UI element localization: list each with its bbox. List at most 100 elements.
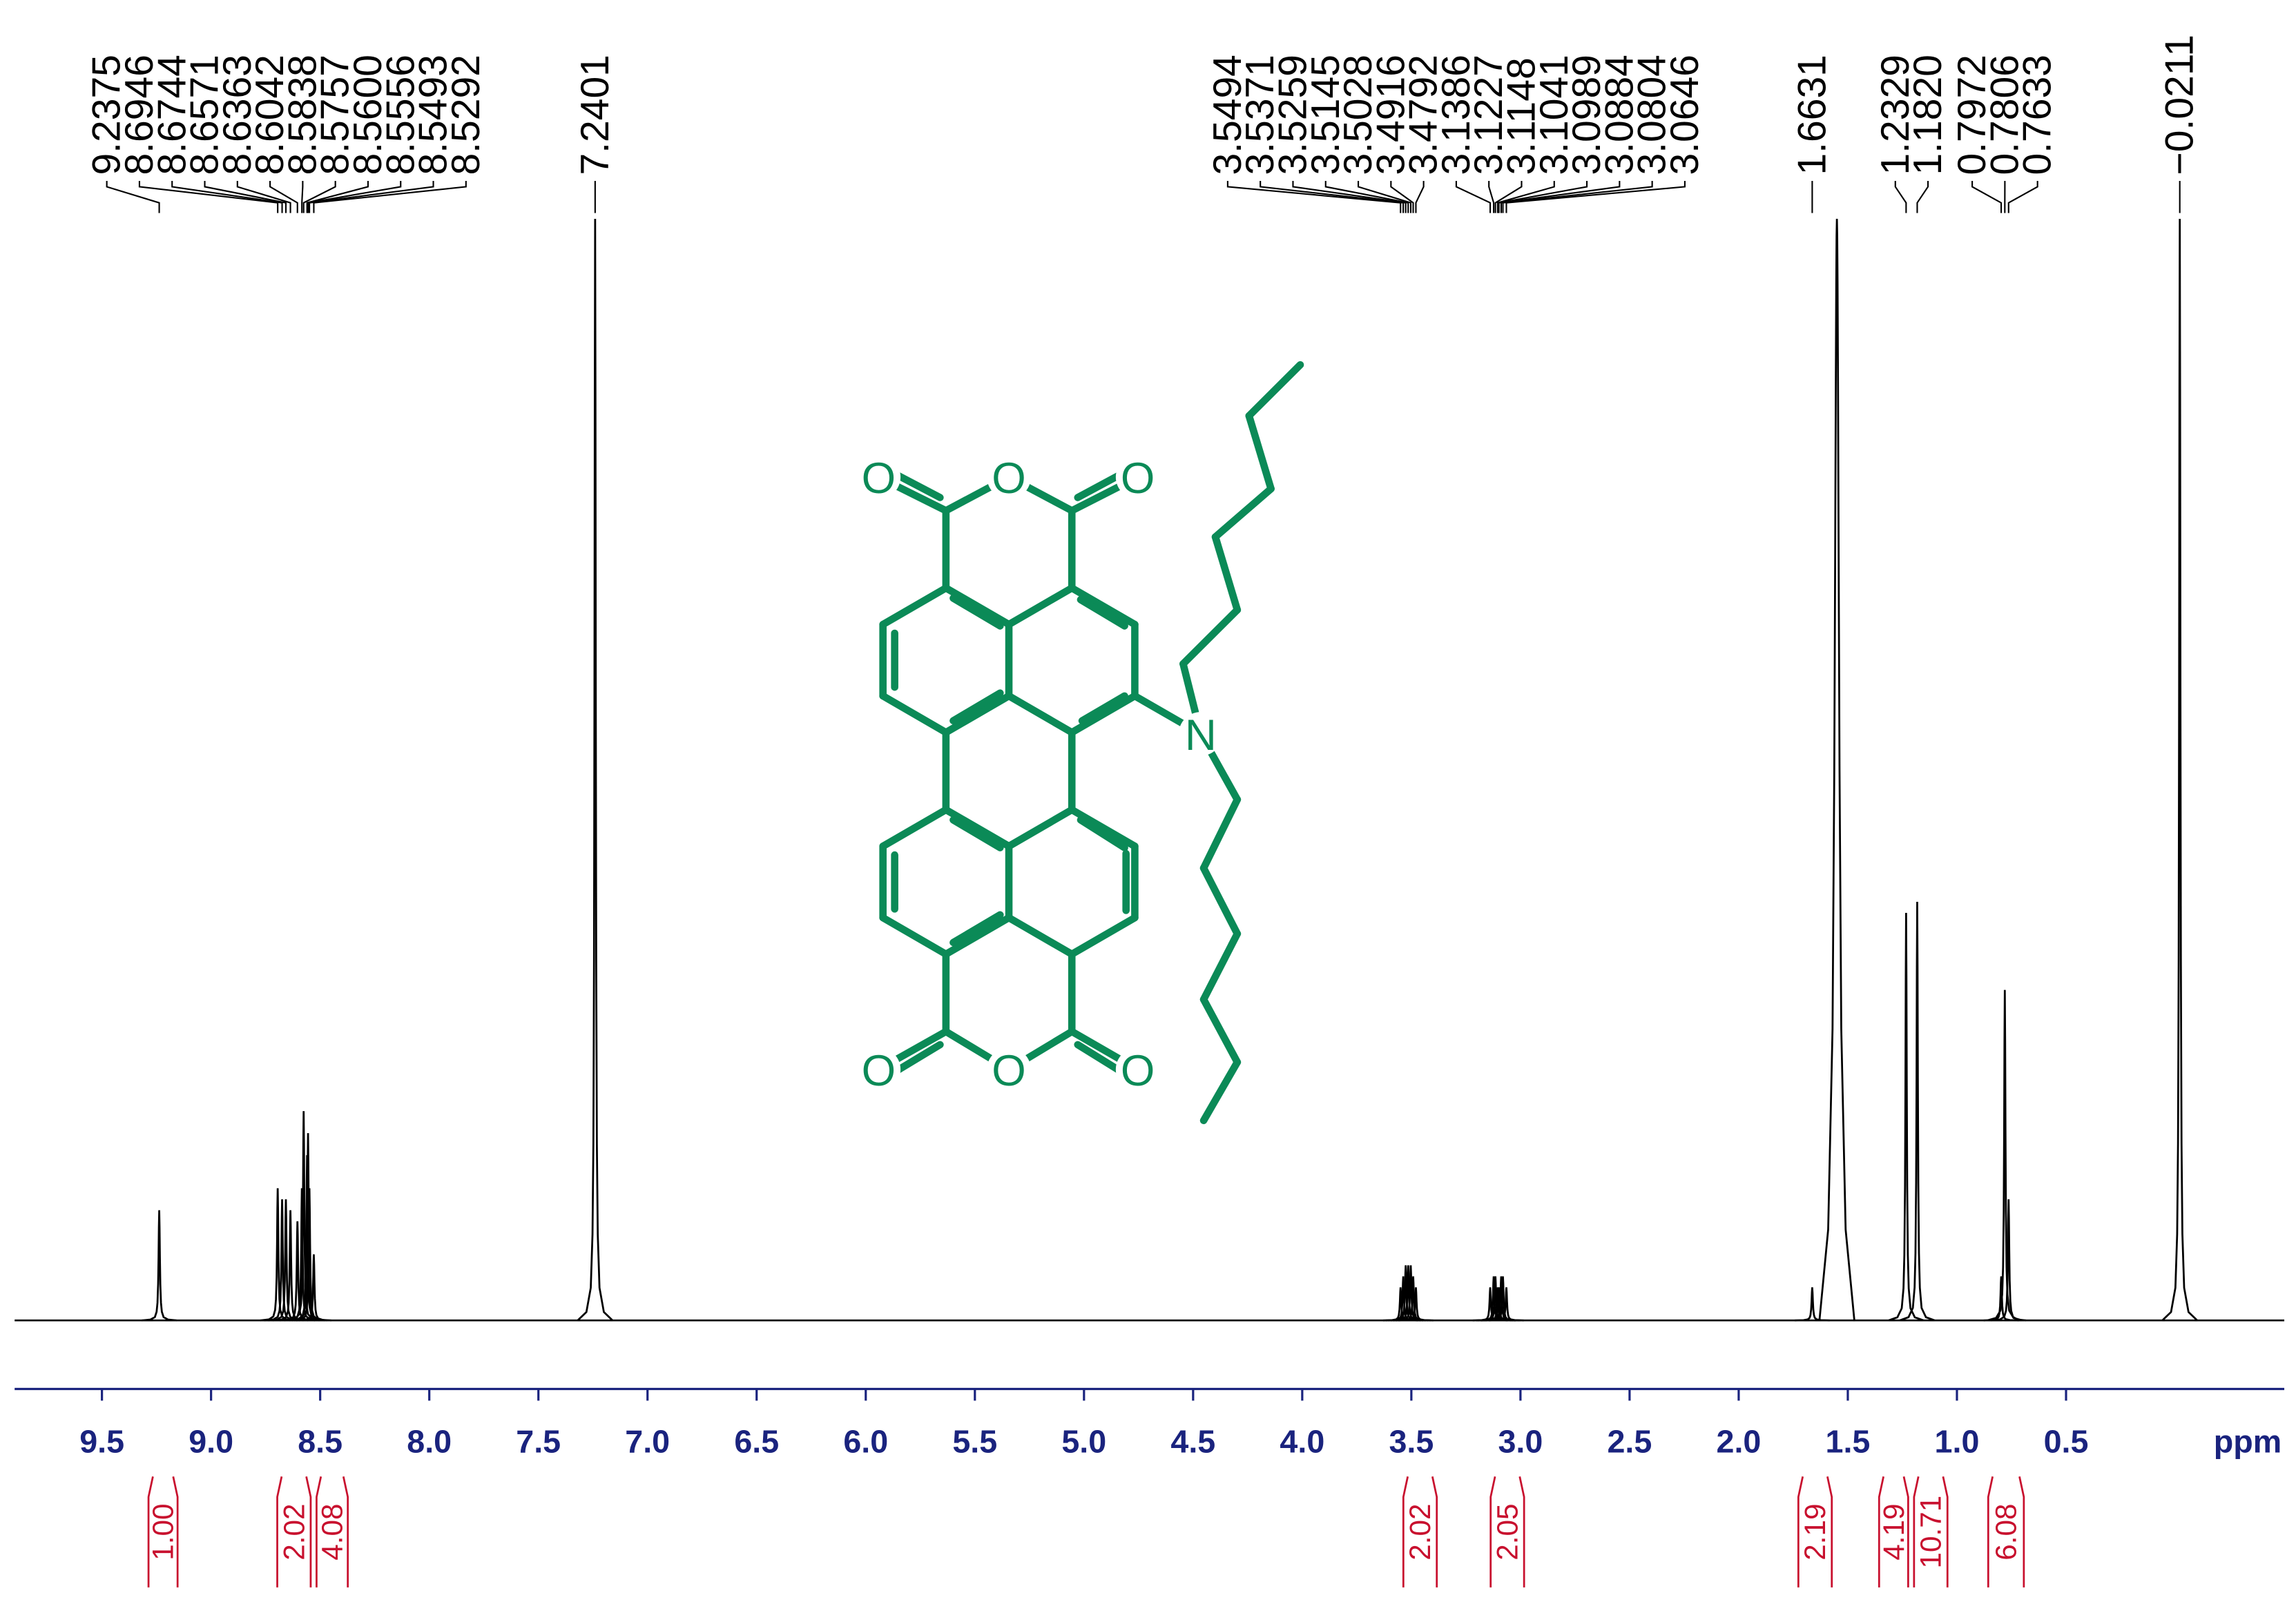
peak — [1396, 1276, 1431, 1322]
integral-label: 6.08 — [1990, 1503, 2023, 1560]
integral-label: 2.05 — [1491, 1503, 1523, 1560]
peak-label: 1.1820 — [1906, 55, 1950, 175]
peak-label-connector — [1894, 181, 1907, 213]
structure — [875, 360, 1304, 1125]
peak — [1987, 990, 2023, 1322]
x-tick-label: 6.0 — [843, 1424, 888, 1460]
bond — [1211, 485, 1275, 541]
peak-label: 9.2375 — [85, 55, 129, 175]
atom-label: O — [992, 454, 1025, 503]
bond — [949, 595, 1004, 630]
peak — [296, 1254, 331, 1322]
integral-bracket — [147, 1476, 179, 1587]
peak-label: 3.0884 — [1597, 55, 1641, 175]
peak-label-connector — [1455, 181, 1492, 213]
peak-label: 8.6363 — [215, 55, 260, 175]
bond — [942, 806, 1013, 850]
bond — [1077, 816, 1128, 851]
bond — [1199, 864, 1242, 938]
peak-label-connector — [1292, 181, 1407, 213]
bond — [1199, 795, 1242, 872]
peak-label-connector — [1916, 181, 1929, 213]
atom-label: O — [1121, 454, 1155, 503]
peak — [264, 1199, 300, 1322]
bond — [1211, 533, 1242, 614]
x-tick-label: 7.5 — [516, 1424, 561, 1460]
x-tick-label: 5.5 — [952, 1424, 997, 1460]
peak-label-connector — [1502, 181, 1653, 213]
peak-label-connector — [204, 181, 287, 213]
integral-bracket — [1489, 1476, 1525, 1587]
x-tick-label: 9.0 — [189, 1424, 233, 1460]
peak-label: 3.1041 — [1532, 55, 1576, 175]
peak-label-connector — [1324, 181, 1409, 213]
peak-label-connector — [269, 181, 298, 213]
peak-label: 3.1227 — [1467, 55, 1511, 175]
atom-background — [1115, 1048, 1160, 1092]
atom-background — [856, 1048, 901, 1092]
peak-label: 1.6631 — [1790, 55, 1834, 175]
bond — [1068, 914, 1139, 958]
x-tick-label: 6.5 — [734, 1424, 779, 1460]
peak-label: 7.2401 — [573, 55, 617, 175]
atom-background — [856, 455, 901, 499]
atom-label: O — [1121, 1047, 1155, 1095]
x-tick-label: 5.0 — [1061, 1424, 1106, 1460]
integral-bracket — [1913, 1476, 1949, 1587]
peak-label-connector — [1496, 181, 1555, 213]
atom-background — [987, 455, 1031, 499]
bond — [1199, 1058, 1242, 1125]
peak — [577, 218, 614, 1322]
bond — [1005, 584, 1076, 628]
x-tick-label: 1.5 — [1826, 1424, 1871, 1460]
x-tick-label: 2.5 — [1607, 1424, 1652, 1460]
x-tick-label: 8.0 — [407, 1424, 452, 1460]
bond — [949, 816, 1004, 851]
peak-label: 8.6744 — [150, 55, 194, 175]
peak — [1818, 218, 1855, 1321]
peak — [1899, 901, 1936, 1322]
integral-label: 1.00 — [147, 1503, 180, 1560]
integral-label: 4.08 — [316, 1503, 349, 1560]
x-tick-label: 3.0 — [1498, 1424, 1543, 1460]
bond — [1245, 360, 1304, 420]
bond — [879, 584, 950, 628]
peak-label-connector — [1971, 181, 2003, 213]
peak-label: 8.5292 — [444, 55, 488, 175]
atom-background — [1115, 455, 1160, 499]
peak-label-connector — [1505, 181, 1686, 213]
bond — [879, 692, 950, 736]
peak-label-connector — [309, 181, 434, 213]
integral-label: 2.02 — [278, 1503, 310, 1560]
peak-label: 3.5028 — [1336, 55, 1380, 175]
peak — [1388, 1265, 1424, 1322]
peak-label: 8.5493 — [411, 55, 455, 175]
peak-label: 0.7806 — [1983, 55, 2027, 175]
peak-label: 0.7633 — [2016, 55, 2060, 175]
integral-bracket — [1878, 1476, 1909, 1587]
integral-bracket — [316, 1476, 349, 1587]
bond — [1005, 692, 1076, 736]
peak-label: 3.1148 — [1499, 57, 1543, 175]
peak-label: 8.5600 — [346, 55, 390, 175]
peak-label-connector — [306, 181, 369, 213]
x-tick-label: 7.0 — [625, 1424, 670, 1460]
x-tick-label: 1.0 — [1935, 1424, 1980, 1460]
peak — [1795, 1287, 1830, 1322]
bond — [1245, 412, 1275, 493]
bond — [1078, 692, 1128, 725]
peak-label-connector — [313, 181, 467, 213]
peak — [1398, 1287, 1434, 1322]
x-tick-label: 9.5 — [79, 1424, 124, 1460]
integral-label: 10.71 — [1915, 1496, 1947, 1569]
peak — [1485, 1276, 1521, 1322]
peak-label-connector — [1498, 181, 1588, 213]
integral-label: 4.19 — [1878, 1503, 1910, 1560]
integral-label: 2.19 — [1799, 1503, 1831, 1560]
peak-label: 3.4916 — [1369, 55, 1413, 175]
peak-label-connector — [171, 181, 283, 213]
bond — [1068, 584, 1139, 628]
peak — [2161, 218, 2198, 1322]
peak-label: 3.0804 — [1630, 55, 1675, 175]
peak-label-connector — [236, 181, 291, 213]
